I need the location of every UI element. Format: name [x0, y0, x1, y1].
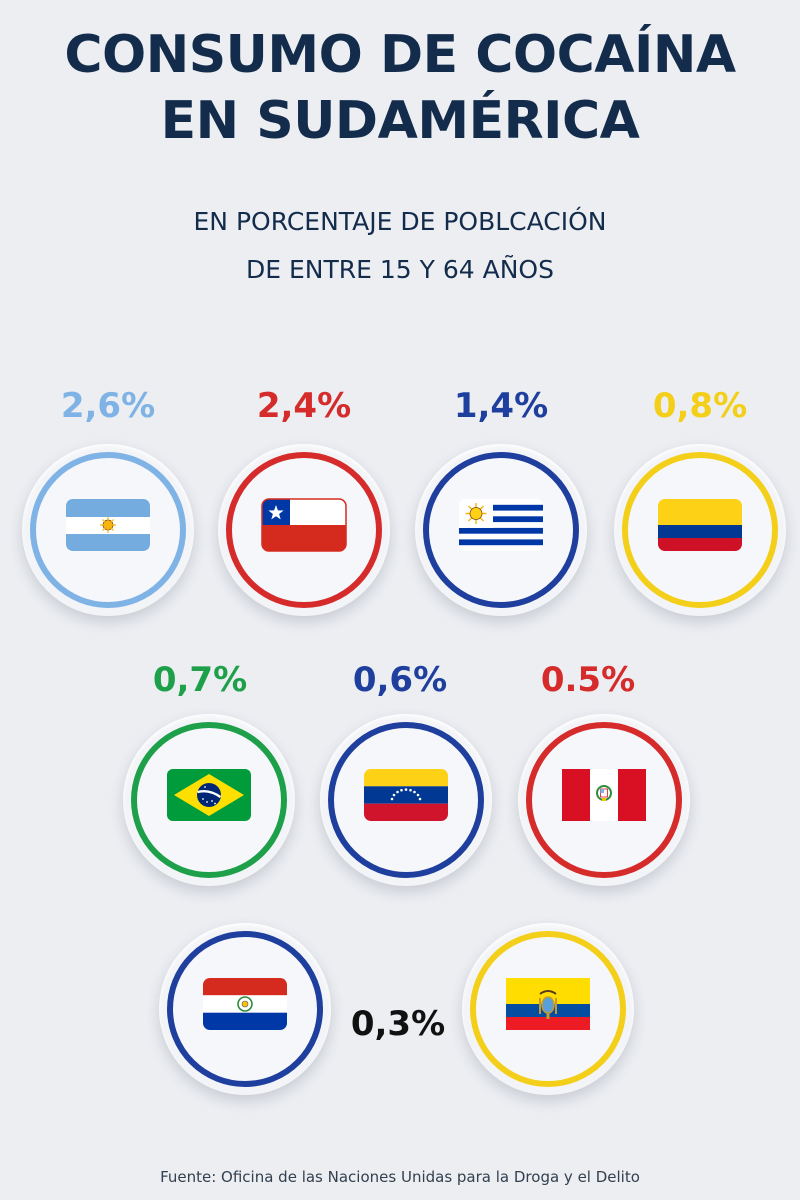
percentage-colombia: 0,8%: [652, 386, 748, 426]
venezuela-flag-icon: [358, 765, 454, 825]
ecuador-badge: [462, 923, 634, 1095]
argentina-flag-icon: [60, 495, 156, 555]
colombia-flag-icon: [652, 495, 748, 555]
argentina-badge: [22, 444, 194, 616]
percentage-peru: 0.5%: [540, 660, 636, 700]
ecuador-flag-icon: [500, 974, 596, 1034]
chile-flag-icon: [256, 495, 352, 555]
title-line-2: EN SUDAMÉRICA: [160, 91, 640, 151]
subtitle-line-1: EN PORCENTAJE DE POBLCACIÓN: [193, 207, 607, 236]
paraguay-badge: [159, 923, 331, 1095]
subtitle: EN PORCENTAJE DE POBLCACIÓN DE ENTRE 15 …: [0, 198, 800, 294]
percentage-venezuela: 0,6%: [352, 660, 448, 700]
percentage-uruguay: 1,4%: [453, 386, 549, 426]
brazil-flag-icon: [161, 765, 257, 825]
peru-flag-icon: [556, 765, 652, 825]
page-title: CONSUMO DE COCAÍNA EN SUDAMÉRICA: [0, 22, 800, 154]
brazil-badge: [123, 714, 295, 886]
percentage-chile: 2,4%: [256, 386, 352, 426]
percentage-paraguay-ecuador: 0,3%: [350, 1004, 446, 1044]
uruguay-badge: [415, 444, 587, 616]
paraguay-flag-icon: [197, 974, 293, 1034]
peru-ring: [526, 722, 682, 878]
uruguay-flag-icon: [453, 495, 549, 555]
percentage-brazil: 0,7%: [152, 660, 248, 700]
source-note: Fuente: Oficina de las Naciones Unidas p…: [160, 1168, 640, 1186]
title-line-1: CONSUMO DE COCAÍNA: [64, 25, 736, 85]
chile-badge: [218, 444, 390, 616]
venezuela-badge: [320, 714, 492, 886]
subtitle-line-2: DE ENTRE 15 Y 64 AÑOS: [246, 255, 554, 284]
peru-badge: [518, 714, 690, 886]
colombia-badge: [614, 444, 786, 616]
argentina-ring: [30, 452, 186, 608]
percentage-argentina: 2,6%: [60, 386, 156, 426]
colombia-ring: [622, 452, 778, 608]
